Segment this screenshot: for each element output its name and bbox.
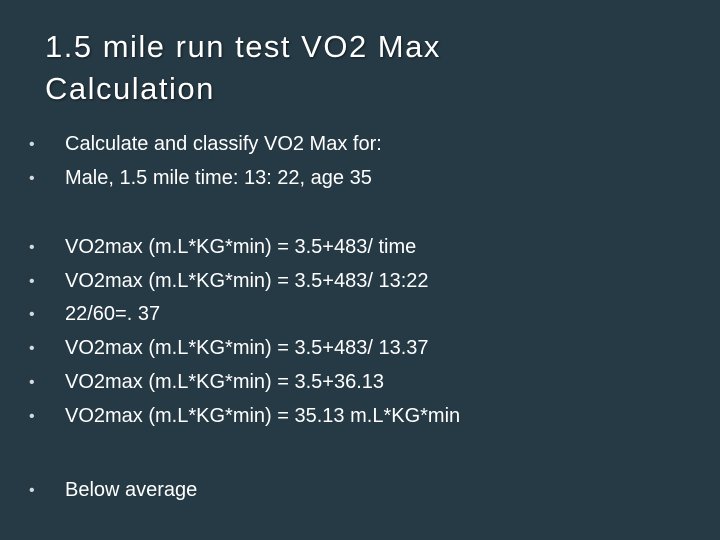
slide-title: 1.5 mile run test VO2 Max Calculation bbox=[45, 26, 685, 110]
bullet-item: • VO2max (m.L*KG*min) = 3.5+36.13 bbox=[29, 366, 699, 400]
bullet-item: • VO2max (m.L*KG*min) = 35.13 m.L*KG*min bbox=[29, 400, 699, 434]
bullet-text: VO2max (m.L*KG*min) = 35.13 m.L*KG*min bbox=[65, 404, 461, 427]
bullet-text: VO2max (m.L*KG*min) = 3.5+483/ 13:22 bbox=[65, 269, 429, 292]
bullet-icon: • bbox=[29, 407, 35, 425]
bullet-icon: • bbox=[29, 482, 35, 499]
bullet-text: Male, 1.5 mile time: 13: 22, age 35 bbox=[65, 166, 372, 189]
bullet-item: • Below average bbox=[29, 474, 699, 508]
bullet-item: • 22/60=. 37 bbox=[29, 298, 699, 332]
bullet-text: Below average bbox=[65, 479, 198, 501]
bullet-text: VO2max (m.L*KG*min) = 3.5+483/ time bbox=[65, 236, 417, 258]
bullet-icon: • bbox=[29, 306, 35, 324]
bullet-text: Calculate and classify VO2 Max for: bbox=[65, 133, 382, 155]
title-line-1: 1.5 mile run test VO2 Max bbox=[45, 29, 441, 64]
bullet-text: VO2max (m.L*KG*min) = 3.5+36.13 bbox=[65, 370, 385, 393]
bullet-text: VO2max (m.L*KG*min) = 3.5+483/ 13.37 bbox=[65, 337, 429, 360]
bullet-item: • Male, 1.5 mile time: 13: 22, age 35 bbox=[29, 162, 699, 196]
bullet-item: • VO2max (m.L*KG*min) = 3.5+483/ 13.37 bbox=[29, 332, 699, 366]
title-line-2: Calculation bbox=[45, 71, 215, 106]
bullet-icon: • bbox=[29, 340, 35, 358]
bullet-list-classification: • Below average bbox=[29, 474, 699, 508]
bullet-item: • VO2max (m.L*KG*min) = 3.5+483/ time bbox=[29, 231, 699, 265]
bullet-icon: • bbox=[29, 239, 35, 256]
bullet-icon: • bbox=[29, 272, 35, 290]
bullet-list-task: • Calculate and classify VO2 Max for: • … bbox=[29, 128, 699, 195]
bullet-text: 22/60=. 37 bbox=[65, 303, 161, 326]
bullet-icon: • bbox=[29, 169, 35, 187]
bullet-icon: • bbox=[29, 136, 35, 153]
bullet-icon: • bbox=[29, 373, 35, 391]
bullet-item: • Calculate and classify VO2 Max for: bbox=[29, 128, 699, 162]
bullet-list-calculation: • VO2max (m.L*KG*min) = 3.5+483/ time • … bbox=[29, 231, 699, 433]
bullet-item: • VO2max (m.L*KG*min) = 3.5+483/ 13:22 bbox=[29, 265, 699, 299]
